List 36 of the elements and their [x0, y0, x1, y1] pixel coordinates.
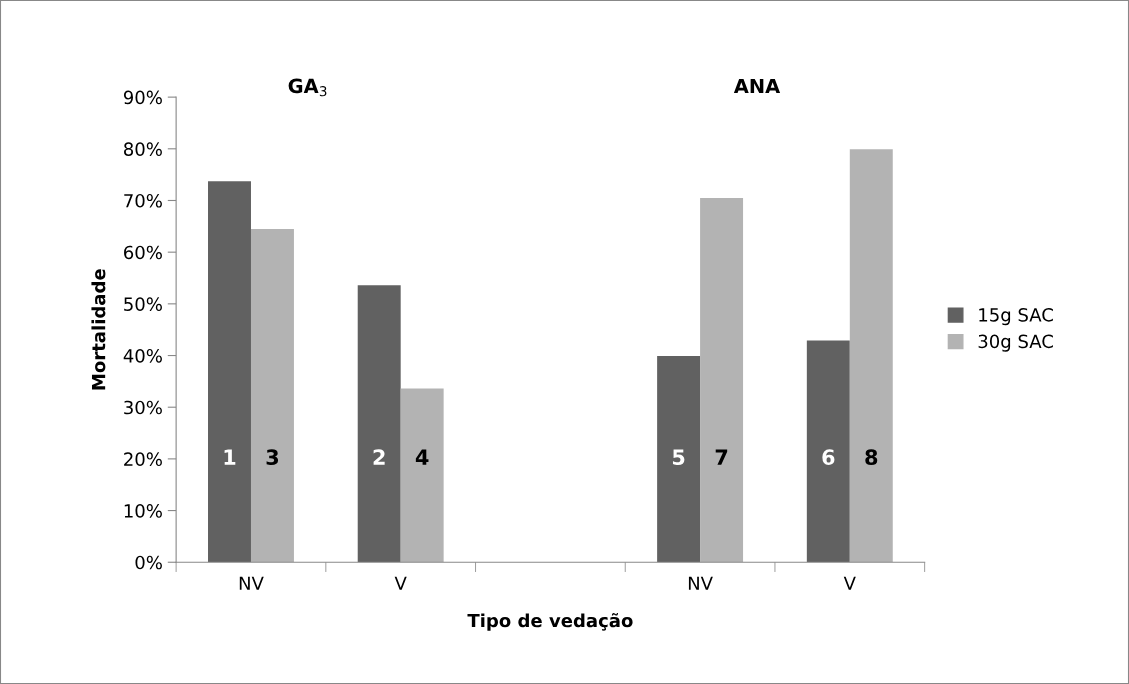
x-tick-label: NV [239, 576, 264, 590]
annotation: 5 [672, 449, 685, 466]
y-tick-label: 60% [124, 245, 162, 260]
annotation: 2 [373, 449, 385, 465]
legend-label: 15g SAC [979, 308, 1053, 326]
bar [208, 181, 251, 563]
y-tick-label: 30% [124, 400, 162, 415]
y-tick-label: 10% [124, 504, 162, 518]
bar [657, 356, 701, 563]
annotation: 6 [822, 449, 835, 466]
bar [250, 228, 294, 563]
bar [400, 388, 444, 563]
bar [700, 197, 744, 563]
text: ANA [733, 78, 781, 94]
x-tick-label: V [394, 576, 407, 590]
bar [806, 340, 850, 563]
y-tick-label: 20% [124, 452, 162, 466]
annotation: 1 [224, 449, 236, 465]
y-tick-label: 50% [124, 297, 162, 311]
annotation: 7 [715, 449, 728, 465]
y-tick-label: 90% [123, 90, 162, 105]
annotation: 3 [266, 449, 279, 466]
y-axis-title: Mortalidade [91, 269, 106, 390]
y-tick-label: 70% [124, 193, 162, 208]
x-tick-label: NV [688, 576, 713, 590]
x-tick-label: V [843, 576, 856, 590]
legend-label: 30g SAC [978, 334, 1053, 352]
annotation: 4 [415, 449, 429, 465]
bar [357, 285, 401, 563]
text: GA$_{3}$ [288, 78, 327, 97]
x-axis-title: Tipo de vedação [467, 613, 633, 631]
annotation: 8 [865, 449, 878, 466]
bar [849, 149, 893, 563]
y-tick-label: 0% [135, 555, 162, 570]
y-tick-label: 80% [124, 142, 162, 156]
y-tick-label: 40% [123, 348, 162, 363]
